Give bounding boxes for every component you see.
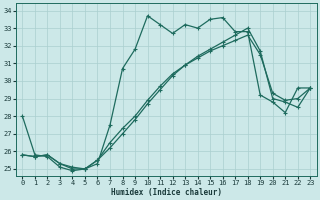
X-axis label: Humidex (Indice chaleur): Humidex (Indice chaleur) [111,188,222,197]
